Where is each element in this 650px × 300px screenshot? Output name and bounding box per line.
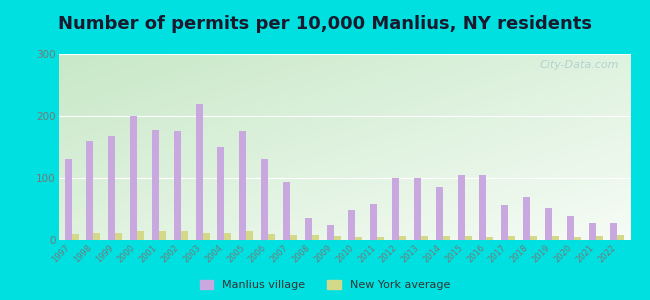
Bar [109,136,115,240]
Bar [392,178,399,240]
Bar [326,225,333,240]
Bar [290,235,297,240]
Bar [239,131,246,240]
Bar [218,147,224,240]
Bar [370,204,377,240]
Bar [356,237,363,240]
Bar [567,216,574,240]
Bar [545,208,552,240]
Bar [224,232,231,240]
Bar [174,131,181,240]
Bar [618,235,625,240]
Bar [508,236,515,240]
Bar [574,237,580,240]
Bar [305,218,312,240]
Bar [64,159,72,240]
Bar [261,159,268,240]
Bar [312,235,318,240]
Bar [443,236,450,240]
Bar [480,175,486,240]
Legend: Manlius village, New York average: Manlius village, New York average [196,275,454,294]
Bar [501,205,508,240]
Bar [152,130,159,240]
Bar [595,236,603,240]
Bar [159,231,166,240]
Text: Number of permits per 10,000 Manlius, NY residents: Number of permits per 10,000 Manlius, NY… [58,15,592,33]
Bar [530,236,537,240]
Bar [268,234,275,240]
Bar [181,231,188,240]
Bar [246,231,254,240]
Bar [610,223,617,240]
Bar [523,196,530,240]
Bar [94,232,100,240]
Bar [72,234,79,240]
Bar [465,236,471,240]
Bar [552,236,559,240]
Bar [421,236,428,240]
Bar [436,187,443,240]
Bar [399,236,406,240]
Text: City-Data.com: City-Data.com [540,60,619,70]
Bar [196,103,203,240]
Bar [458,175,465,240]
Bar [86,141,94,240]
Bar [414,178,421,240]
Bar [203,232,209,240]
Bar [589,223,595,240]
Bar [283,182,290,240]
Bar [348,210,356,240]
Bar [486,237,493,240]
Bar [115,232,122,240]
Bar [130,116,137,240]
Bar [333,236,341,240]
Bar [377,237,384,240]
Bar [137,231,144,240]
